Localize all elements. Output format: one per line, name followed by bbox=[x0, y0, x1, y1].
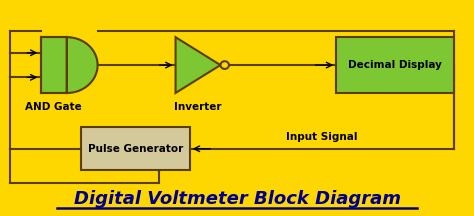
Text: Decimal Display: Decimal Display bbox=[348, 60, 442, 70]
Text: Pulse Generator: Pulse Generator bbox=[88, 144, 183, 154]
Polygon shape bbox=[67, 37, 98, 93]
Bar bbox=[81, 127, 190, 170]
Polygon shape bbox=[175, 37, 220, 93]
Text: Input Signal: Input Signal bbox=[286, 132, 358, 142]
Text: Digital Voltmeter Block Diagram: Digital Voltmeter Block Diagram bbox=[73, 190, 401, 208]
Bar bbox=[336, 37, 455, 93]
Text: AND Gate: AND Gate bbox=[26, 102, 82, 111]
Bar bbox=[41, 37, 67, 93]
Text: Inverter: Inverter bbox=[174, 102, 222, 111]
Circle shape bbox=[220, 61, 229, 69]
